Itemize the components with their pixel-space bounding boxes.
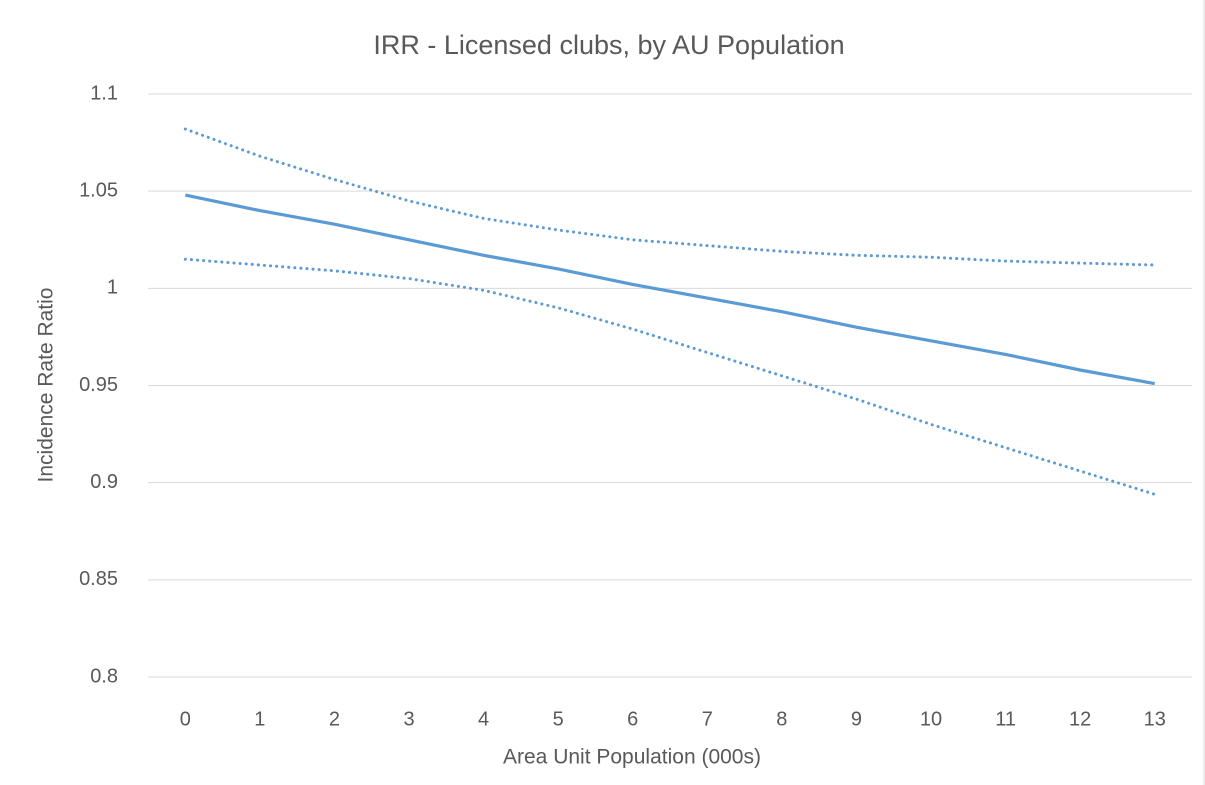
y-tick-label: 0.9: [90, 471, 118, 493]
x-axis-title: Area Unit Population (000s): [503, 746, 761, 769]
x-tick-label: 7: [702, 708, 713, 730]
x-tick-label: 4: [478, 708, 489, 730]
x-tick-label: 5: [553, 708, 564, 730]
x-tick-label: 2: [329, 708, 340, 730]
y-tick-label: 0.8: [90, 665, 118, 687]
y-tick-label: 1.1: [90, 82, 118, 104]
x-tick-label: 6: [627, 708, 638, 730]
x-tick-label: 0: [180, 708, 191, 730]
series-line: [184, 193, 1155, 386]
y-tick-label: 1: [107, 277, 118, 299]
x-tick-label: 10: [920, 708, 942, 730]
series-line: [183, 257, 1157, 496]
chart-title: IRR - Licensed clubs, by AU Population: [373, 30, 844, 60]
x-tick-label: 3: [403, 708, 414, 730]
x-tick-label: 11: [995, 708, 1016, 730]
x-tick-label: 13: [1144, 708, 1166, 730]
x-tick-label: 9: [851, 708, 862, 730]
y-axis-title: Incidence Rate Ratio: [35, 288, 58, 483]
y-tick-label: 0.95: [79, 374, 118, 396]
x-tick-label: 8: [776, 708, 787, 730]
y-tick-label: 1.05: [79, 179, 118, 201]
x-tick-label: 1: [254, 708, 265, 730]
y-tick-label: 0.85: [79, 568, 118, 590]
series-line: [183, 127, 1157, 267]
x-tick-label: 12: [1069, 708, 1091, 730]
